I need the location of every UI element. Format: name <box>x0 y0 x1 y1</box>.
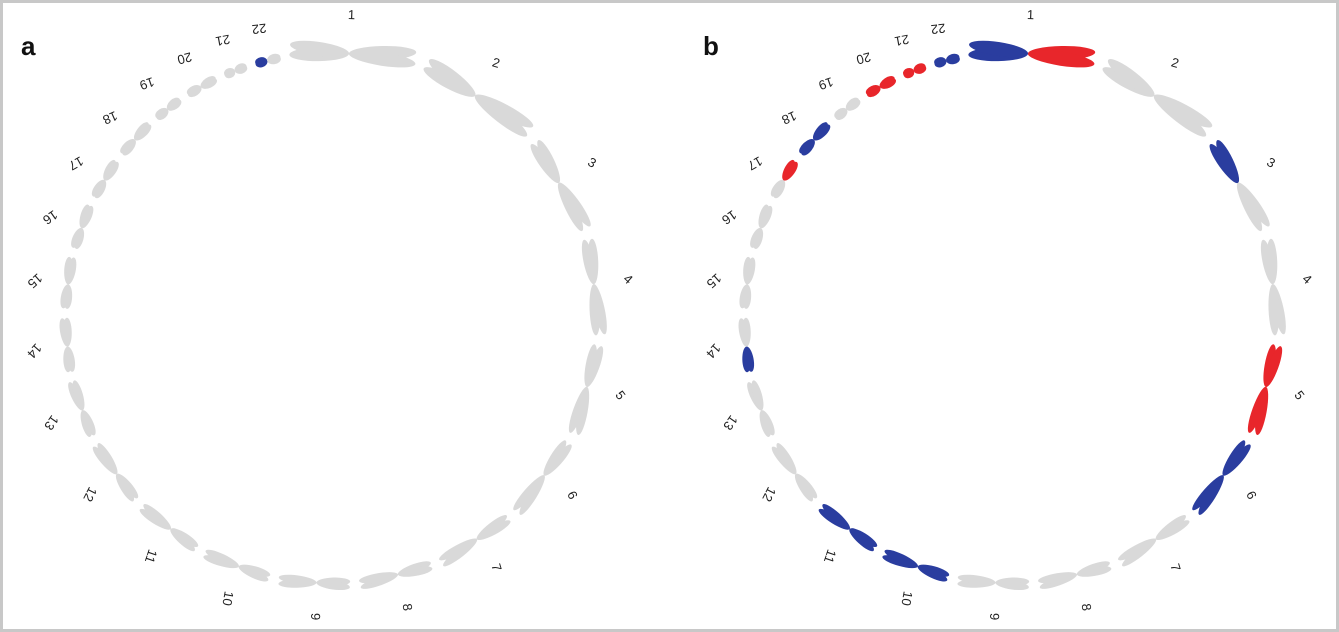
chromosome-label: 19 <box>138 74 157 93</box>
chromosome <box>832 95 862 122</box>
chromosome <box>797 120 833 158</box>
chromosome-label: 18 <box>100 108 119 128</box>
chromosome <box>278 573 350 592</box>
chromosome-label: 19 <box>817 74 836 93</box>
chromosome <box>1037 558 1112 591</box>
chromosome <box>202 547 271 585</box>
chromosome <box>58 317 77 372</box>
figure: a12345678910111213141516171819202122b123… <box>0 0 1339 632</box>
chromosome-label: 7 <box>1167 562 1183 573</box>
chromosome <box>185 74 218 100</box>
chromosome-label: 15 <box>25 271 46 292</box>
chromosome-label: 2 <box>1170 54 1181 70</box>
chromosome-label: 18 <box>779 108 798 128</box>
chromosome-label: 9 <box>987 613 1002 621</box>
chromosome <box>118 120 154 158</box>
chromosome <box>744 379 777 438</box>
chromosome-label: 14 <box>24 341 45 362</box>
chromosome <box>579 239 610 336</box>
chromosome <box>59 257 79 310</box>
chromosome <box>968 38 1095 71</box>
chromosome-label: 5 <box>612 388 628 403</box>
chromosome <box>223 61 249 80</box>
chromosome <box>565 343 606 436</box>
chromosome <box>289 38 416 71</box>
chromosome <box>1206 138 1274 234</box>
chromosome <box>881 547 950 585</box>
chromosome-figure: a12345678910111213141516171819202122b123… <box>3 3 1336 629</box>
chromosome <box>437 512 513 569</box>
chromosome-label: 17 <box>66 153 86 173</box>
chromosome <box>864 74 897 100</box>
panel-label: b <box>703 31 719 61</box>
chromosome-label: 17 <box>745 153 765 173</box>
chromosome-label: 16 <box>719 207 739 228</box>
chromosome-label: 12 <box>759 485 779 505</box>
chromosome <box>421 54 537 141</box>
chromosome-label: 4 <box>1300 271 1315 287</box>
chromosome-label: 20 <box>176 49 194 67</box>
chromosome-label: 9 <box>308 613 323 621</box>
chromosome-label: 6 <box>1243 488 1260 501</box>
chromosome-label: 16 <box>40 207 60 228</box>
chromosome <box>748 203 775 250</box>
chromosome <box>137 501 200 554</box>
chromosome <box>65 379 98 438</box>
chromosome <box>1189 438 1254 517</box>
chromosome-label: 10 <box>898 590 915 607</box>
chromosome <box>957 573 1029 592</box>
chromosome <box>510 438 575 517</box>
chromosome-label: 6 <box>564 488 581 501</box>
chromosome <box>69 203 96 250</box>
chromosome-label: 1 <box>348 7 356 22</box>
chromosome <box>254 52 281 69</box>
chromosome <box>737 317 756 372</box>
chromosome-label: 8 <box>400 603 416 612</box>
panel: b12345678910111213141516171819202122 <box>703 7 1315 620</box>
chromosome-label: 3 <box>1264 154 1278 171</box>
panel-label: a <box>21 31 36 61</box>
chromosome-label: 13 <box>720 413 741 433</box>
chromosome <box>153 95 183 122</box>
chromosome-label: 7 <box>488 562 504 573</box>
chromosome-label: 20 <box>855 49 873 67</box>
chromosome <box>1244 343 1285 436</box>
chromosome-label: 5 <box>1291 388 1307 403</box>
chromosome <box>358 558 433 591</box>
chromosome-label: 22 <box>930 21 946 38</box>
chromosome-label: 4 <box>621 271 636 287</box>
chromosome-label: 8 <box>1079 603 1095 612</box>
chromosome-label: 2 <box>491 54 502 70</box>
chromosome <box>768 158 800 200</box>
chromosome-label: 12 <box>80 485 100 505</box>
chromosome <box>1100 54 1216 141</box>
chromosome <box>738 257 758 310</box>
chromosome-label: 11 <box>821 548 840 566</box>
chromatid <box>223 67 236 79</box>
chromatid <box>234 63 249 75</box>
chromosome <box>89 158 121 200</box>
chromosome-label: 14 <box>703 341 724 362</box>
chromosome-label: 15 <box>704 271 725 292</box>
chromosome <box>1116 512 1192 569</box>
chromosome <box>527 138 595 234</box>
chromosome-label: 3 <box>585 154 599 171</box>
chromosome <box>902 61 928 80</box>
chromosome-label: 22 <box>251 21 267 38</box>
chromosome-label: 13 <box>41 413 62 433</box>
chromatid <box>913 63 928 75</box>
chromosome-label: 10 <box>219 590 236 607</box>
chromosome <box>933 52 960 69</box>
chromosome <box>1258 239 1289 336</box>
chromosome-label: 11 <box>142 548 161 566</box>
chromatid <box>902 67 915 79</box>
chromosome-label: 21 <box>214 32 231 49</box>
chromosome <box>816 501 879 554</box>
chromosome-label: 1 <box>1027 7 1035 22</box>
chromosome-label: 21 <box>893 32 910 49</box>
